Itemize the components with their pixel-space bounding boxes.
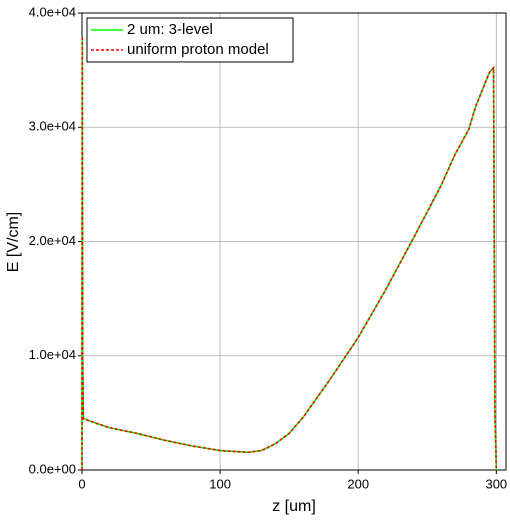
y-axis-label: E [V/cm] bbox=[5, 212, 22, 272]
x-tick-label: 100 bbox=[209, 476, 231, 491]
legend-label: uniform proton model bbox=[127, 41, 269, 58]
y-tick-label: 3.0e+04 bbox=[29, 119, 76, 134]
legend-label: 2 um: 3-level bbox=[127, 21, 213, 38]
legend: 2 um: 3-level uniform proton model bbox=[86, 17, 294, 63]
y-tick-label: 2.0e+04 bbox=[29, 233, 76, 248]
data-line bbox=[81, 35, 498, 471]
y-tick-label: 1.0e+04 bbox=[29, 347, 76, 362]
y-tick-label: 4.0e+04 bbox=[29, 4, 76, 19]
x-tick-label: 300 bbox=[485, 476, 507, 491]
y-tick-label: 0.0e+00 bbox=[29, 461, 76, 476]
x-axis-label: z [um] bbox=[272, 498, 316, 515]
x-tick-label: 0 bbox=[78, 476, 85, 491]
data-line bbox=[81, 35, 498, 471]
x-tick-label: 200 bbox=[347, 476, 369, 491]
legend-box bbox=[86, 17, 294, 63]
